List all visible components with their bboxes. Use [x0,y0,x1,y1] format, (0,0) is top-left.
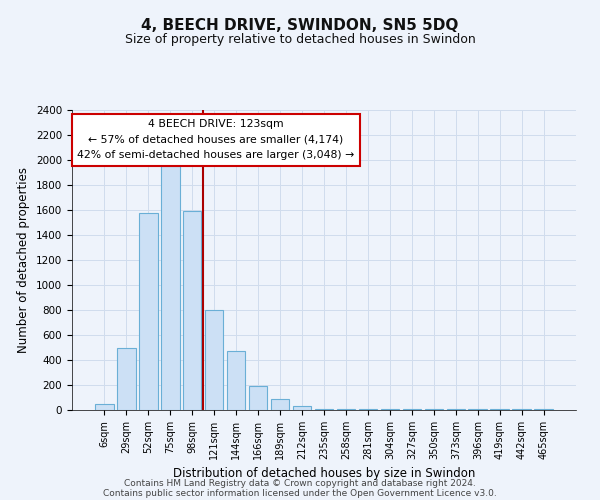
Bar [95,404,113,410]
Text: 4, BEECH DRIVE, SWINDON, SN5 5DQ: 4, BEECH DRIVE, SWINDON, SN5 5DQ [142,18,458,32]
Bar [205,310,223,410]
Text: Contains public sector information licensed under the Open Government Licence v3: Contains public sector information licen… [103,488,497,498]
Bar [293,406,311,410]
Bar [271,399,289,410]
Y-axis label: Number of detached properties: Number of detached properties [17,167,31,353]
Text: 4 BEECH DRIVE: 123sqm
← 57% of detached houses are smaller (4,174)
42% of semi-d: 4 BEECH DRIVE: 123sqm ← 57% of detached … [77,119,354,160]
Bar [161,166,179,410]
Bar [227,351,245,410]
Bar [117,348,136,410]
Bar [183,211,202,410]
Bar [249,386,268,410]
X-axis label: Distribution of detached houses by size in Swindon: Distribution of detached houses by size … [173,468,475,480]
Text: Contains HM Land Registry data © Crown copyright and database right 2024.: Contains HM Land Registry data © Crown c… [124,478,476,488]
Text: Size of property relative to detached houses in Swindon: Size of property relative to detached ho… [125,32,475,46]
Bar [139,212,158,410]
